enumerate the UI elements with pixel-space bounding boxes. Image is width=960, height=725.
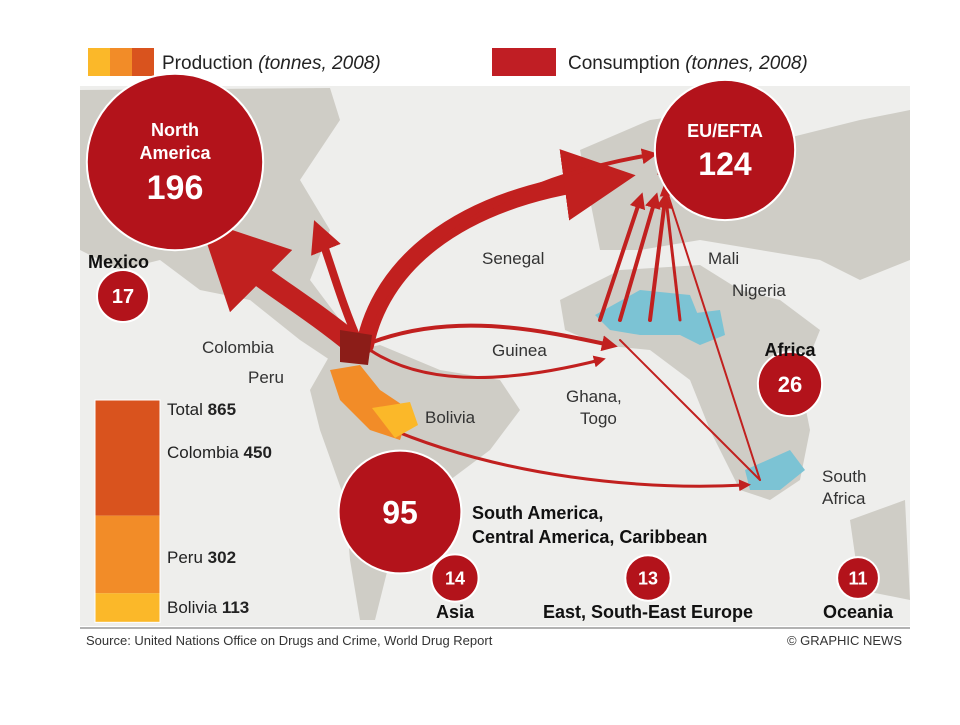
consumption-value: 26 (778, 372, 802, 397)
legend-swatch (88, 48, 110, 76)
consumption-value: 13 (638, 568, 658, 588)
consumption-value: 11 (848, 568, 867, 588)
production-total-label: Total 865 (167, 400, 236, 419)
consumption-circle (756, 350, 824, 418)
place-label: Senegal (482, 249, 544, 268)
consumption-circles: 196 North America 124 EU/EFTA 17 Mexico 26 Afric… (85, 72, 894, 622)
production-value: 113 (222, 598, 249, 617)
legend-swatch (492, 48, 556, 76)
place-label: Africa (822, 489, 866, 508)
region-label: Mexico (88, 252, 149, 272)
region-label: North (151, 120, 199, 140)
region-label: Asia (436, 602, 475, 622)
region-label: Africa (764, 340, 816, 360)
production-value: 450 (244, 443, 272, 462)
region-label: East, South-East Europe (543, 602, 753, 622)
place-label: Colombia (202, 338, 274, 357)
production-bar: Colombia 450 Peru 302 Bolivia 113 Total 865 (94, 399, 272, 623)
consumption-circle (653, 78, 797, 222)
region-label: Central America, Caribbean (472, 527, 707, 547)
place-label: Ghana, (566, 387, 622, 406)
place-labels: Colombia Peru Bolivia Senegal Mali Niger… (202, 249, 866, 508)
place-label: Togo (580, 409, 617, 428)
bolivia (372, 402, 418, 438)
legend-label: Production (tonnes, 2008) (162, 53, 381, 74)
legend-swatch (132, 48, 154, 76)
production-total (94, 399, 161, 623)
consumption-value: 17 (112, 286, 134, 308)
production-name: Colombia (167, 443, 239, 462)
place-label: Peru (248, 368, 284, 387)
production-name: Peru (167, 548, 203, 567)
production-segment (95, 400, 160, 516)
consumption-circle (337, 449, 463, 575)
legend-swatch (110, 48, 132, 76)
production-label: Peru 302 (167, 548, 236, 567)
consumption-circle (85, 72, 265, 252)
production-label: Bolivia 113 (167, 598, 249, 617)
consumption-value: 95 (382, 495, 418, 531)
source: Source: United Nations Office on Drugs a… (86, 633, 493, 648)
place-label: Guinea (492, 341, 547, 360)
place-label: Bolivia (425, 408, 476, 427)
region-label: America (139, 143, 211, 163)
production-segment (95, 593, 160, 623)
place-label: Nigeria (732, 281, 786, 300)
region-label: Oceania (823, 602, 894, 622)
consumption-circle (836, 556, 880, 600)
consumption-value: 196 (147, 169, 204, 207)
flow-arrows (198, 148, 761, 492)
production-value: 302 (208, 548, 236, 567)
place-label: Mali (708, 249, 739, 268)
total-name: Total (167, 400, 203, 419)
consumption-circle (96, 269, 150, 323)
production-label: Colombia 450 (167, 443, 272, 462)
production-segment (95, 515, 160, 594)
total-value: 865 (208, 400, 236, 419)
region-label: EU/EFTA (687, 121, 763, 141)
credit: © GRAPHIC NEWS (787, 633, 902, 648)
consumption-circle (430, 553, 480, 603)
colombia (340, 330, 372, 365)
production-name: Bolivia (167, 598, 218, 617)
consumption-value: 14 (445, 568, 465, 588)
place-label: South (822, 467, 866, 486)
consumption-value: 124 (698, 146, 752, 182)
region-label: South America, (472, 503, 603, 523)
legend-label: Consumption (tonnes, 2008) (568, 53, 808, 74)
consumption-circle (624, 554, 672, 602)
